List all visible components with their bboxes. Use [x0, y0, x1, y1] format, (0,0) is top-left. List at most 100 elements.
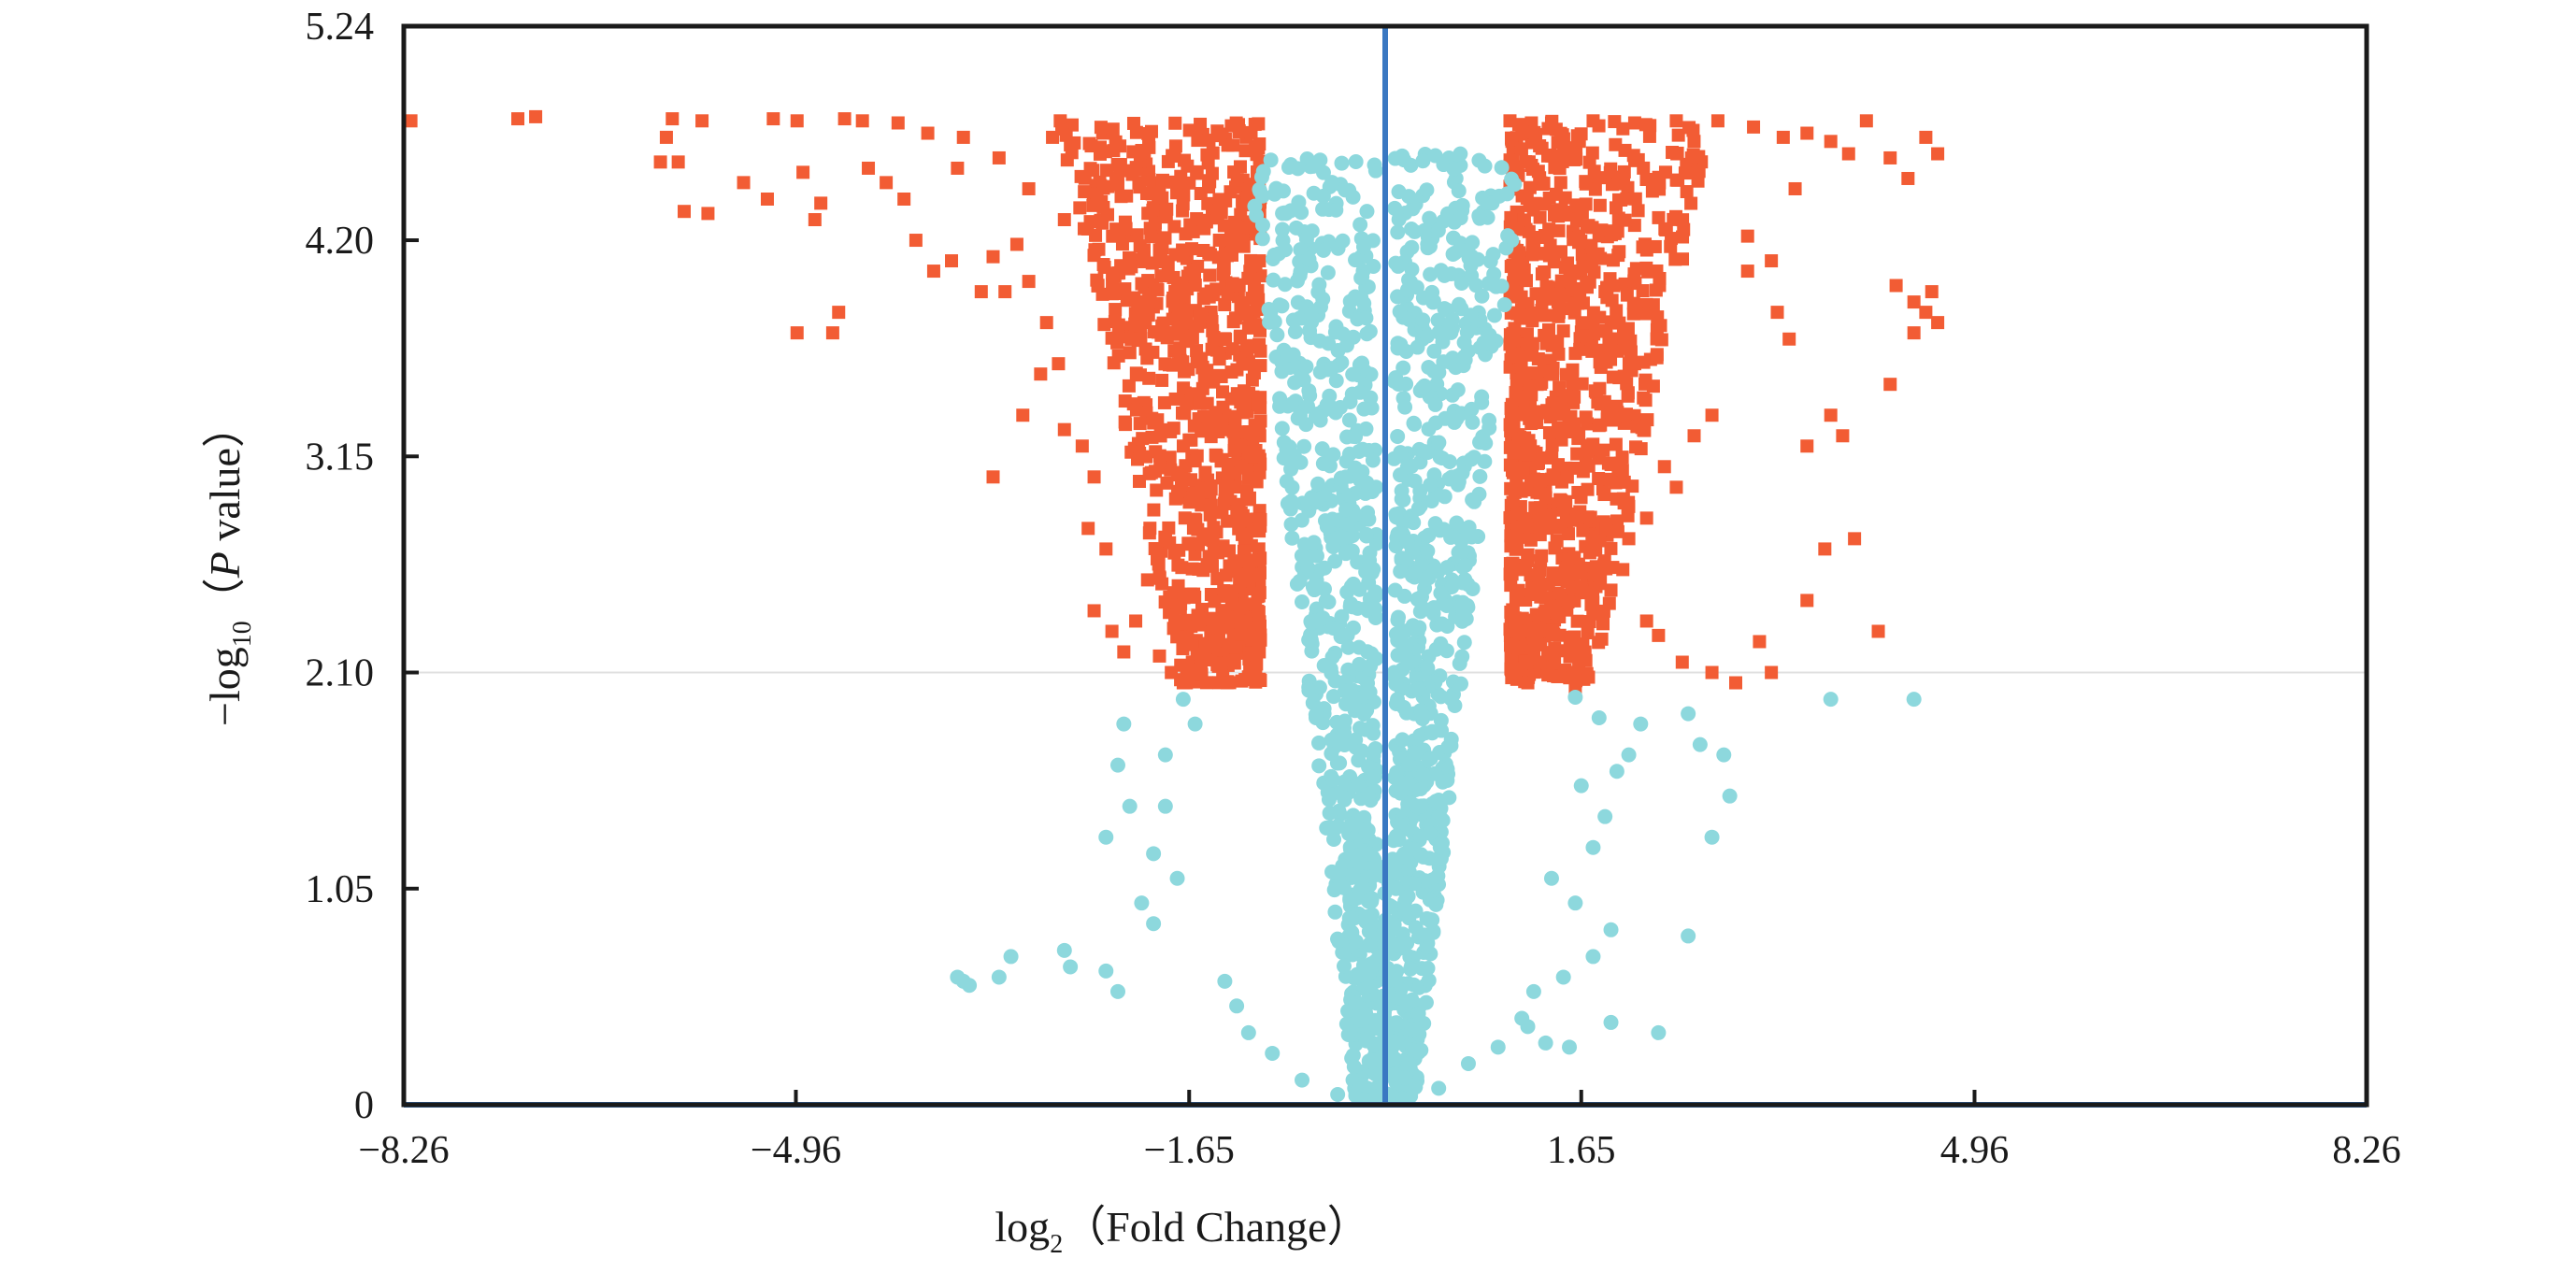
- region-point-significant: [1149, 465, 1163, 479]
- region-point-not-significant: [1364, 646, 1380, 662]
- data-point-significant: [1687, 429, 1701, 443]
- region-point-not-significant: [1274, 421, 1290, 436]
- x-tick-label: −1.65: [1144, 1129, 1235, 1172]
- region-point-not-significant: [1284, 479, 1300, 495]
- region-point-significant: [1538, 491, 1553, 505]
- region-point-significant: [1610, 304, 1624, 318]
- region-point-significant: [1240, 461, 1254, 475]
- region-point-significant: [1617, 171, 1631, 185]
- region-point-significant: [1516, 393, 1530, 407]
- region-point-not-significant: [1500, 228, 1516, 244]
- region-point-significant: [1687, 135, 1701, 149]
- data-point-not-significant: [1621, 747, 1637, 763]
- region-point-significant: [1639, 393, 1653, 408]
- region-point-not-significant: [1394, 483, 1410, 499]
- region-point-not-significant: [1334, 608, 1350, 624]
- region-point-not-significant: [1444, 387, 1460, 403]
- region-point-significant: [1509, 621, 1523, 635]
- region-point-not-significant: [1388, 828, 1404, 844]
- region-point-not-significant: [1353, 1013, 1369, 1029]
- region-point-not-significant: [1287, 323, 1303, 339]
- region-point-significant: [1520, 327, 1534, 341]
- region-point-not-significant: [1316, 242, 1332, 258]
- region-point-not-significant: [1358, 822, 1374, 838]
- region-point-significant: [1610, 524, 1624, 538]
- region-point-significant: [1148, 541, 1162, 555]
- region-point-significant: [1208, 594, 1222, 608]
- region-point-not-significant: [1364, 894, 1380, 909]
- region-point-significant: [1107, 144, 1121, 158]
- region-point-significant: [1136, 432, 1150, 446]
- region-point-not-significant: [1324, 511, 1340, 527]
- region-point-significant: [1181, 630, 1195, 644]
- data-point-significant: [1907, 295, 1921, 309]
- data-point-significant: [1859, 114, 1873, 128]
- region-point-not-significant: [1337, 725, 1352, 741]
- region-point-significant: [1569, 199, 1583, 213]
- region-point-not-significant: [1410, 500, 1426, 516]
- data-point-significant: [511, 112, 525, 126]
- region-point-not-significant: [1421, 972, 1437, 988]
- region-point-not-significant: [1328, 373, 1344, 389]
- data-point-not-significant: [1538, 1035, 1553, 1051]
- region-point-not-significant: [1468, 278, 1484, 293]
- region-point-significant: [1505, 567, 1519, 581]
- data-point-significant: [1627, 116, 1641, 130]
- region-point-significant: [1155, 577, 1169, 591]
- region-point-significant: [1594, 397, 1608, 411]
- region-point-significant: [1234, 627, 1248, 641]
- region-point-significant: [1180, 310, 1194, 324]
- region-point-not-significant: [1431, 792, 1447, 808]
- data-point-not-significant: [1567, 895, 1583, 911]
- region-point-not-significant: [1332, 399, 1348, 415]
- region-point-not-significant: [1272, 391, 1288, 407]
- region-point-not-significant: [1404, 458, 1420, 474]
- region-point-not-significant: [1352, 656, 1367, 672]
- region-point-significant: [1133, 475, 1147, 489]
- region-point-significant: [1527, 665, 1541, 679]
- region-point-significant: [1142, 173, 1156, 187]
- region-point-not-significant: [1276, 183, 1292, 199]
- region-point-significant: [1067, 136, 1081, 150]
- region-point-significant: [1107, 356, 1121, 370]
- region-point-not-significant: [1330, 342, 1346, 358]
- region-point-not-significant: [1347, 460, 1363, 476]
- region-point-significant: [1160, 476, 1174, 490]
- region-point-significant: [1190, 355, 1204, 369]
- region-point-significant: [1581, 444, 1595, 458]
- region-point-not-significant: [1404, 262, 1420, 278]
- data-point-not-significant: [1098, 963, 1114, 979]
- data-point-significant: [926, 265, 940, 279]
- region-point-not-significant: [1367, 163, 1383, 179]
- data-point-significant: [1057, 422, 1071, 436]
- region-point-significant: [1535, 549, 1549, 563]
- region-point-significant: [1190, 164, 1204, 179]
- region-point-not-significant: [1330, 931, 1346, 947]
- region-point-not-significant: [1431, 365, 1447, 380]
- region-point-significant: [1592, 343, 1606, 357]
- data-point-significant: [1800, 126, 1814, 140]
- region-point-significant: [1566, 374, 1580, 388]
- region-point-significant: [1550, 606, 1564, 620]
- region-point-significant: [1222, 584, 1236, 598]
- region-point-significant: [1176, 406, 1190, 420]
- region-point-significant: [1684, 196, 1698, 210]
- region-point-not-significant: [1390, 428, 1406, 444]
- region-point-significant: [1569, 146, 1583, 160]
- region-point-significant: [1516, 371, 1530, 385]
- region-point-not-significant: [1266, 272, 1281, 288]
- region-point-not-significant: [1387, 582, 1403, 598]
- region-point-not-significant: [1421, 527, 1437, 543]
- region-point-not-significant: [1425, 558, 1441, 574]
- region-point-significant: [1123, 250, 1137, 265]
- y-tick-label: 2.10: [306, 652, 375, 695]
- y-axis-title-close: ）: [201, 405, 249, 448]
- region-point-significant: [1542, 322, 1556, 336]
- data-point-significant: [1901, 171, 1915, 185]
- region-point-significant: [1141, 308, 1155, 322]
- data-points: [404, 109, 1945, 1105]
- data-point-not-significant: [1562, 1039, 1578, 1055]
- region-point-significant: [1201, 612, 1215, 626]
- region-point-not-significant: [1384, 899, 1400, 915]
- region-point-significant: [1559, 389, 1573, 403]
